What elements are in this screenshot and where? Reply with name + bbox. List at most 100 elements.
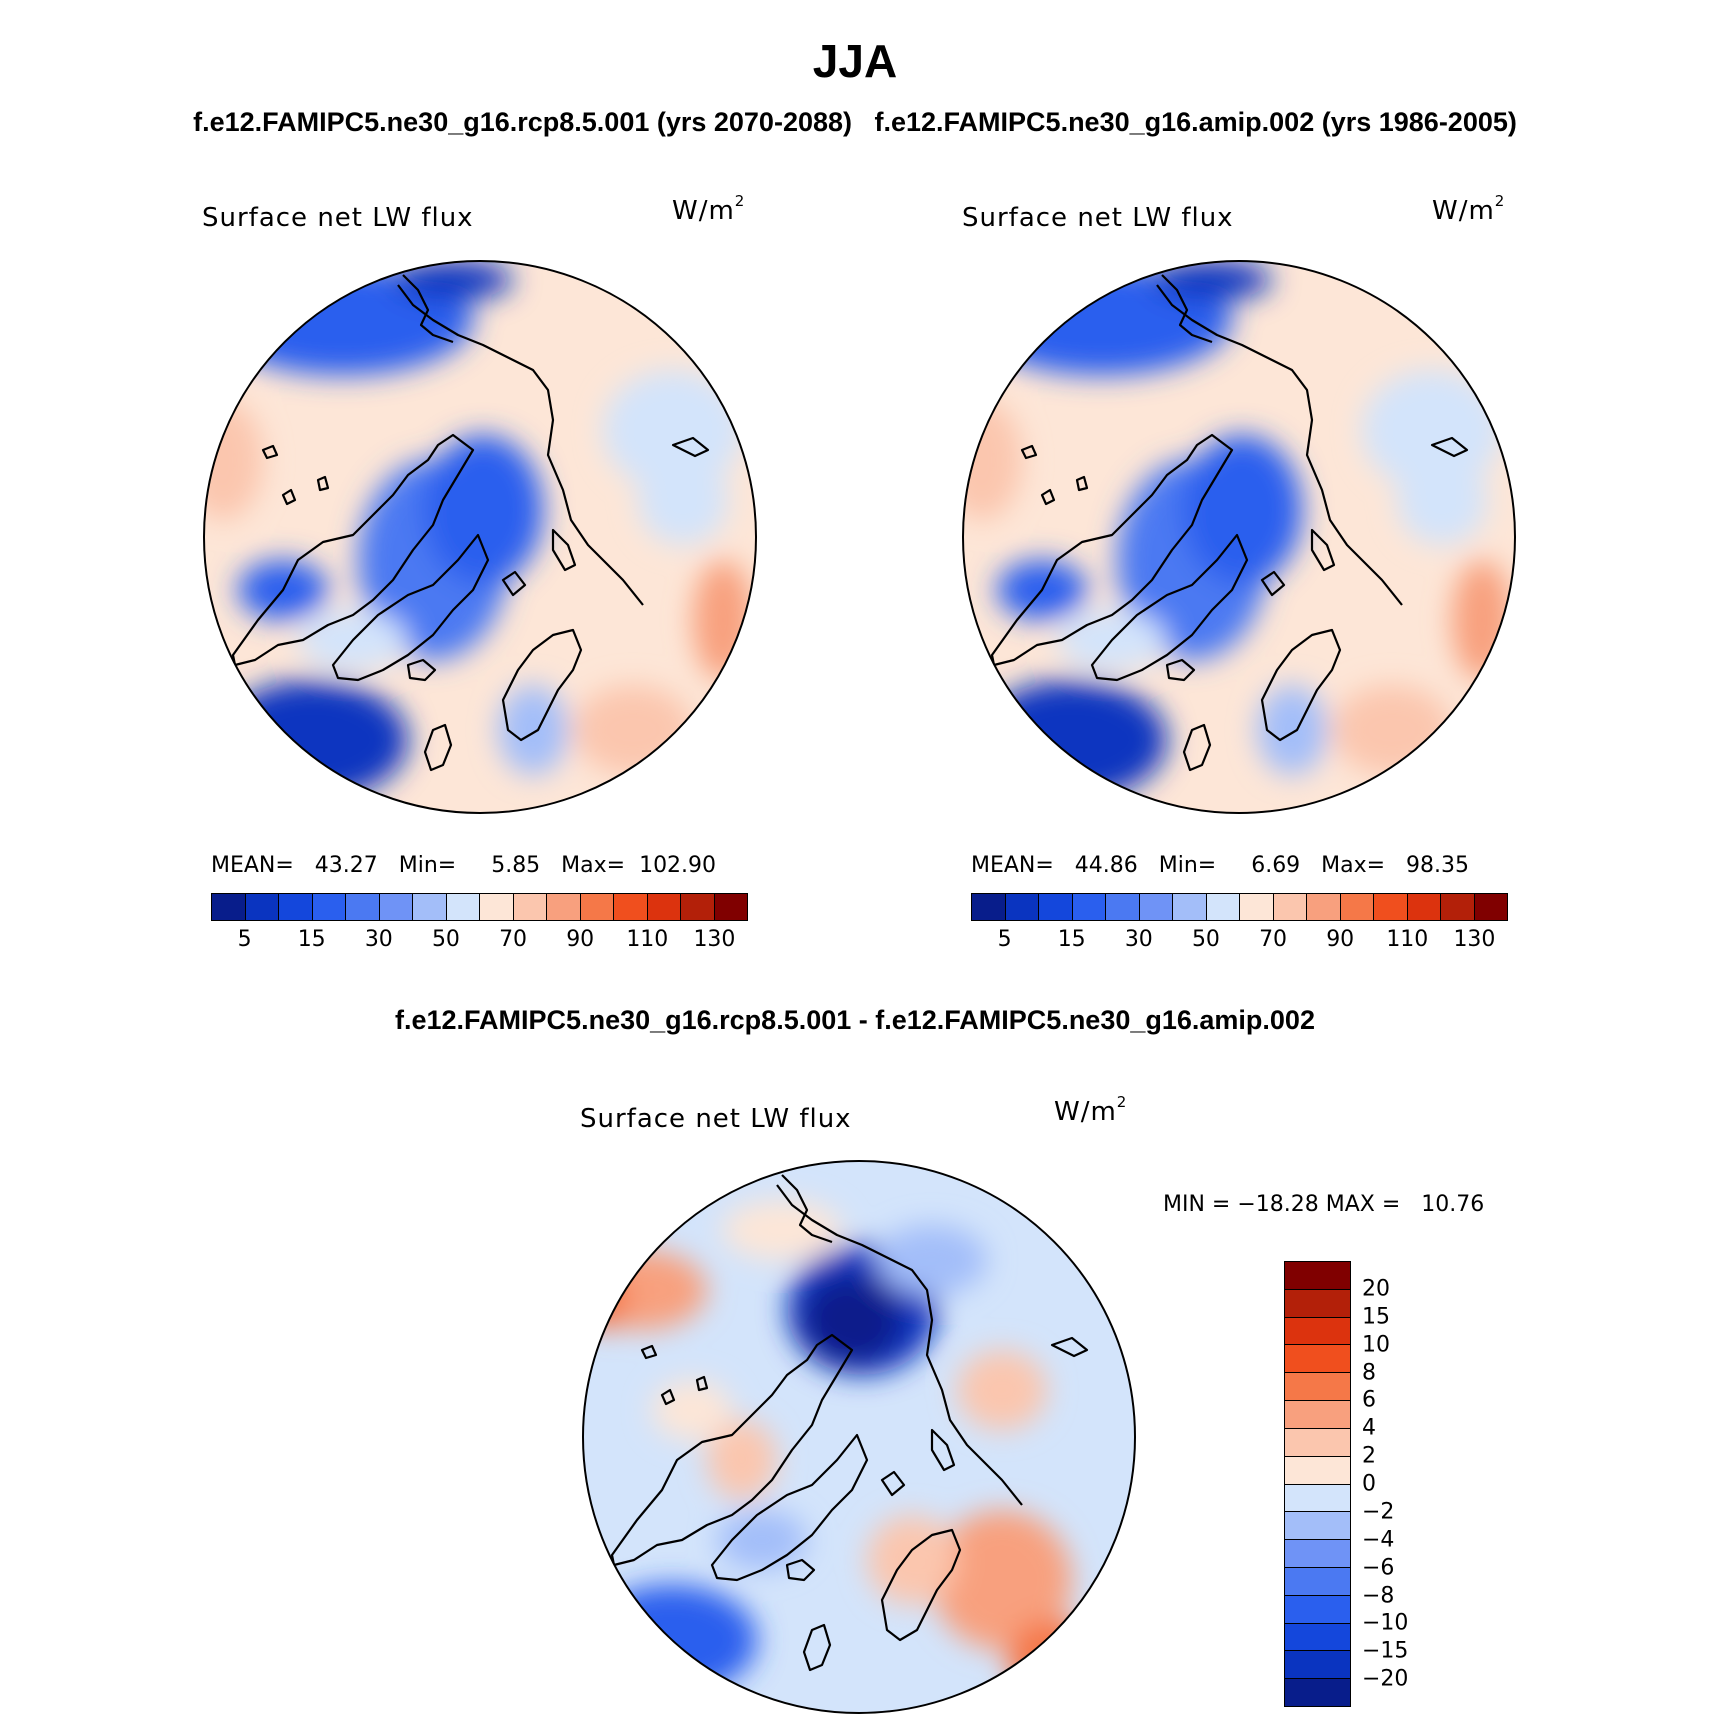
- colorbar-tick-label: 30: [1124, 927, 1153, 952]
- panel3-colorbar: [1284, 1261, 1351, 1707]
- panel1-units: W/m2: [672, 192, 746, 226]
- colorbar-tick-label: 20: [1362, 1276, 1390, 1302]
- coastline: [231, 433, 475, 667]
- contour-region: [1362, 370, 1502, 490]
- contour-region: [1152, 261, 1272, 300]
- contour-region: [957, 1350, 1047, 1430]
- coastline: [1182, 723, 1212, 772]
- panel2-units: W/m2: [1432, 192, 1506, 226]
- contour-region: [218, 680, 408, 800]
- coastline: [785, 1558, 816, 1582]
- colorbar-swatch: [312, 894, 346, 920]
- coastline: [402, 274, 454, 344]
- coastline: [660, 1388, 676, 1406]
- colorbar-swatch: [614, 894, 648, 920]
- contour-region: [603, 370, 743, 490]
- colorbar-swatch: [1285, 1540, 1350, 1568]
- colorbar-swatch: [1206, 894, 1240, 920]
- coastline: [710, 1433, 869, 1582]
- coastline: [695, 1375, 709, 1392]
- coastline: [776, 1184, 1023, 1506]
- contour-region: [638, 455, 728, 545]
- coastline: [406, 658, 437, 682]
- colorbar-tick-label: 15: [297, 927, 326, 952]
- contour-region: [707, 1420, 777, 1500]
- colorbar-swatch: [1285, 1262, 1350, 1290]
- colorbar-swatch: [279, 894, 313, 920]
- colorbar-swatch: [1285, 1567, 1350, 1596]
- colorbar-swatch: [547, 894, 581, 920]
- panel1-polar-map: [203, 260, 757, 814]
- colorbar-swatch: [1285, 1373, 1350, 1402]
- coastline: [880, 1470, 906, 1497]
- colorbar-swatch: [1139, 894, 1173, 920]
- coastline: [1260, 570, 1286, 597]
- coastline: [1260, 628, 1342, 742]
- colorbar-tick-label: 90: [1326, 927, 1355, 952]
- contour-region: [652, 1380, 732, 1440]
- colorbar-tick-label: −4: [1362, 1527, 1395, 1553]
- colorbar-swatch: [1285, 1484, 1350, 1513]
- colorbar-swatch: [245, 894, 279, 920]
- colorbar-tick-label: 0: [1362, 1471, 1376, 1497]
- colorbar-swatch: [1285, 1345, 1350, 1374]
- colorbar-swatch: [1441, 894, 1475, 920]
- contour-region: [802, 1275, 902, 1365]
- coastline: [671, 436, 710, 458]
- colorbar-swatch: [1285, 1317, 1350, 1346]
- colorbar-tick-label: 70: [1259, 927, 1288, 952]
- colorbar-tick-label: 130: [1453, 927, 1496, 952]
- coastline: [423, 723, 453, 772]
- contour-region: [932, 1510, 1072, 1650]
- colorbar-tick-label: 90: [566, 927, 595, 952]
- colorbar-swatch: [1285, 1512, 1350, 1541]
- colorbar-swatch: [1307, 894, 1341, 920]
- colorbar-tick-label: 15: [1057, 927, 1086, 952]
- colorbar-tick-label: 30: [364, 927, 393, 952]
- coastline: [1040, 488, 1056, 506]
- panel2-colorbar-labels: 5 15 30 50 70 90 110 130: [971, 927, 1508, 957]
- panel3-variable-title: Surface net LW flux: [580, 1104, 852, 1134]
- panel2-variable-title: Surface net LW flux: [962, 203, 1234, 233]
- panel1-stats: MEAN= 43.27 Min= 5.85 Max= 102.90: [211, 853, 717, 878]
- contour-region: [423, 435, 543, 585]
- panel3-difference-map: [582, 1160, 1136, 1714]
- coastline: [1161, 274, 1213, 344]
- coastline: [802, 1623, 832, 1672]
- map-boundary: [962, 260, 1516, 814]
- colorbar-tick-label: 110: [1386, 927, 1429, 952]
- figure-title: JJA: [812, 35, 898, 87]
- coastline: [397, 284, 644, 606]
- colorbar-tick-label: 6: [1362, 1387, 1376, 1413]
- colorbar-swatch: [346, 894, 380, 920]
- colorbar-tick-label: 70: [499, 927, 528, 952]
- coastline: [1430, 436, 1469, 458]
- colorbar-swatch: [1374, 894, 1408, 920]
- colorbar-swatch: [212, 894, 246, 920]
- contour-region: [717, 1510, 807, 1570]
- colorbar-tick-label: 10: [1362, 1332, 1390, 1358]
- coastline: [990, 433, 1234, 667]
- colorbar-swatch: [1039, 894, 1073, 920]
- contour-region: [722, 1200, 842, 1260]
- coastline: [1156, 284, 1403, 606]
- coastline: [316, 475, 330, 492]
- colorbar-tick-label: 5: [997, 927, 1012, 952]
- colorbar-swatch: [413, 894, 447, 920]
- colorbar-swatch: [513, 894, 547, 920]
- colorbar-swatch: [681, 894, 715, 920]
- contour-region: [393, 261, 513, 300]
- coastline: [501, 628, 583, 742]
- coastline: [880, 1528, 962, 1642]
- colorbar-swatch: [1285, 1623, 1350, 1652]
- colorbar-swatch: [480, 894, 514, 920]
- panel3-stats: MIN = −18.28 MAX = 10.76: [1163, 1192, 1485, 1217]
- colorbar-swatch: [1285, 1651, 1350, 1680]
- colorbar-swatch: [1106, 894, 1140, 920]
- colorbar-tick-label: −10: [1362, 1610, 1409, 1636]
- map-boundary: [203, 260, 757, 814]
- colorbar-tick-label: −20: [1362, 1666, 1409, 1692]
- colorbar-swatch: [972, 894, 1006, 920]
- colorbar-tick-label: −6: [1362, 1555, 1395, 1581]
- coastline: [1075, 475, 1089, 492]
